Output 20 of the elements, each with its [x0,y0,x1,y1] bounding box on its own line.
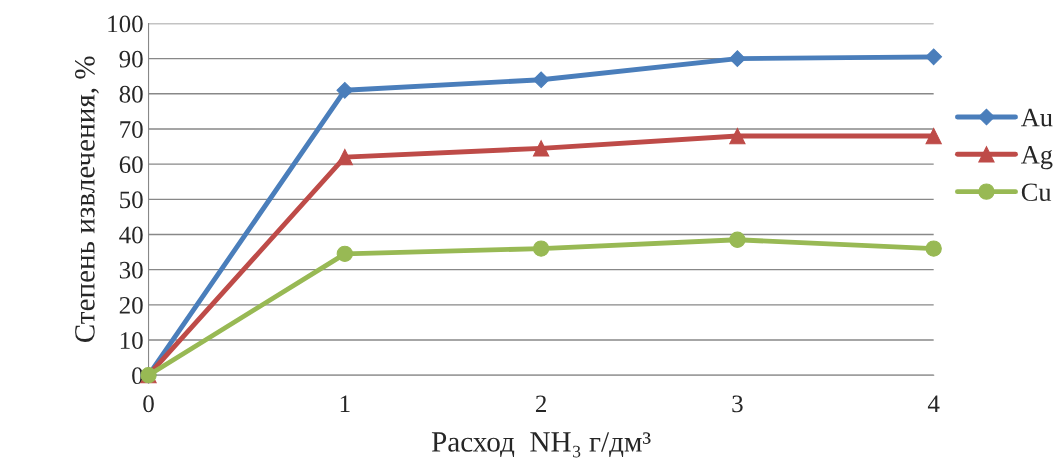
y-tick-label: 100 [108,15,143,33]
y-tick-label: 90 [119,50,143,68]
y-tick-label: 50 [120,191,143,209]
legend-label: Cu [1021,183,1052,202]
x-tick-label: 1 [340,395,350,412]
x-axis-title: Расход NH₃ г/дм³ [431,432,651,458]
x-tick-label: 0 [143,395,154,413]
y-tick-label: 80 [119,85,143,103]
x-tick-label: 4 [927,395,940,412]
y-tick-label: 40 [119,226,143,244]
y-tick-label: 30 [119,261,143,279]
x-tick-label: 2 [535,395,546,412]
legend-label: Ag [1021,146,1053,170]
y-axis-title: Степень извлечения, % [75,56,99,343]
y-tick-label: 20 [119,296,143,314]
y-tick-label: 10 [120,332,143,349]
x-tick-label: 3 [732,395,743,413]
legend-label: Au [1021,108,1053,127]
y-tick-label: 60 [119,156,143,174]
y-tick-label: 70 [120,121,143,138]
